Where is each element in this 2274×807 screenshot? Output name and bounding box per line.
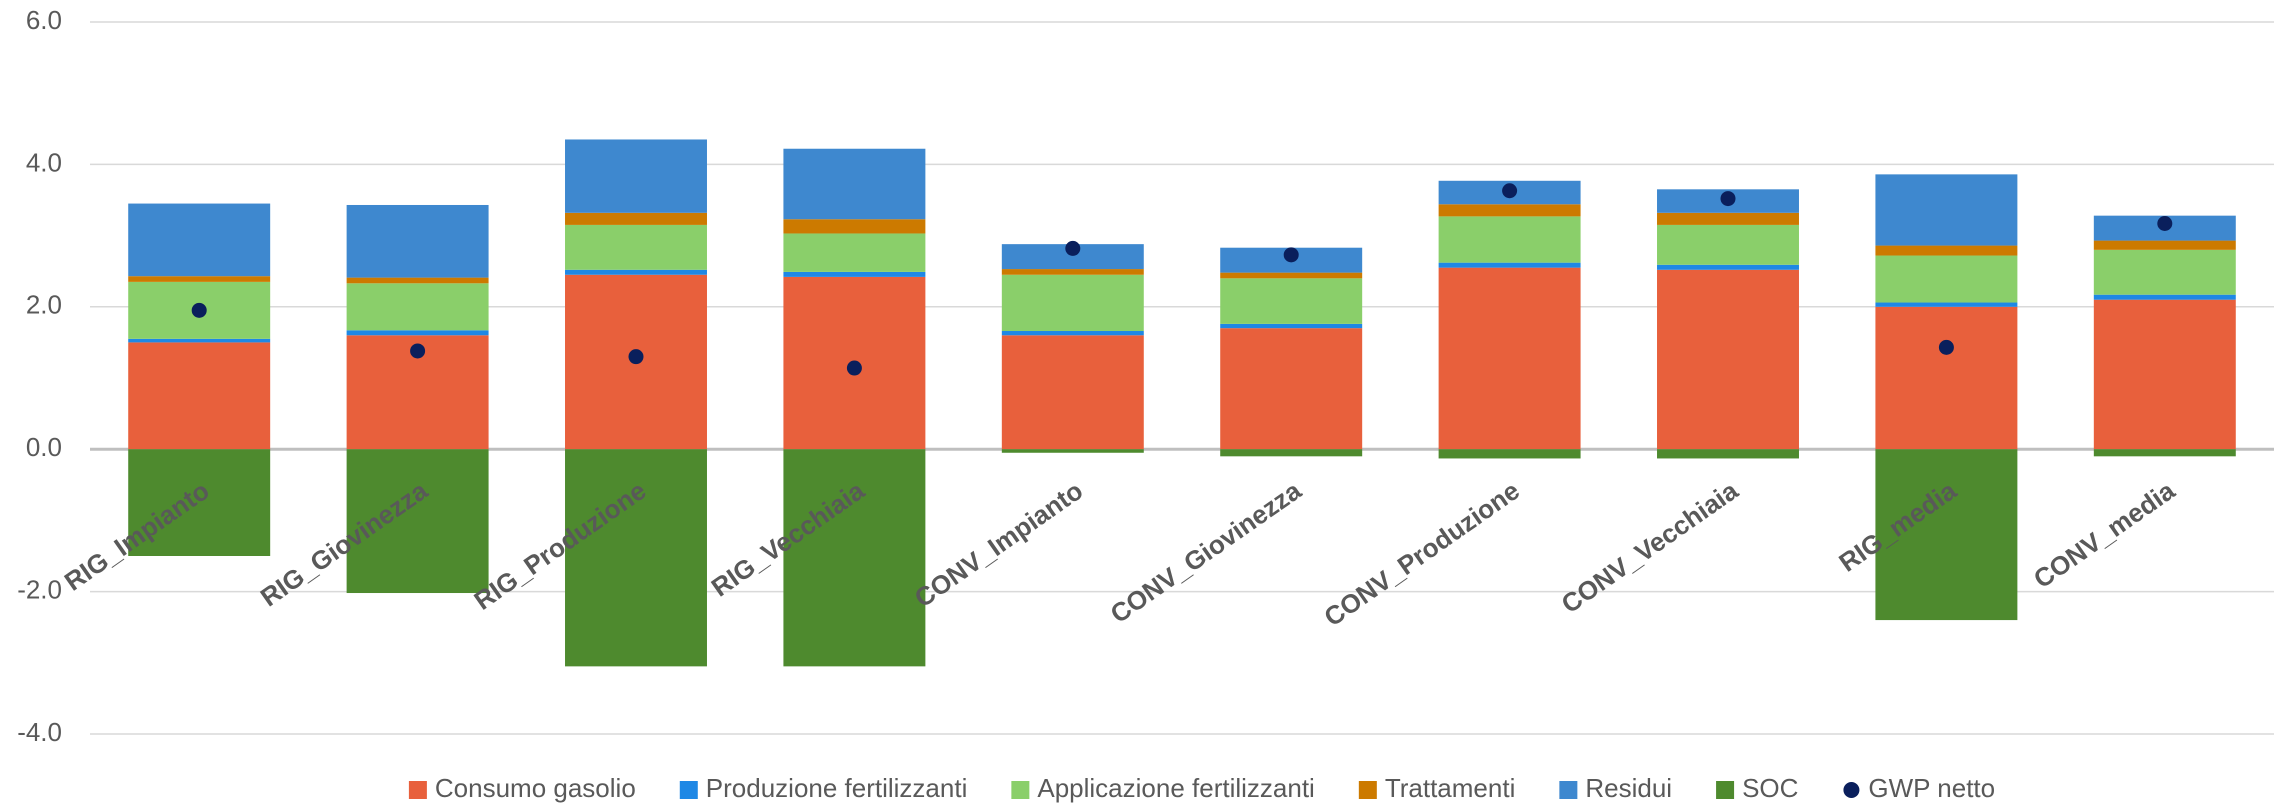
bar-segment <box>783 449 926 667</box>
dot <box>628 349 644 365</box>
bar-segment <box>1875 302 2018 307</box>
bar-segment <box>1875 449 2018 621</box>
bar-segment <box>1001 269 1144 275</box>
bar-segment <box>2093 249 2236 295</box>
legend-label: SOC <box>1742 773 1798 803</box>
bar-segment <box>1657 449 1799 459</box>
dot <box>410 343 426 359</box>
x-tick-label: CONV_Vecchiaia <box>1556 475 1744 619</box>
bar-segment <box>1657 224 1799 265</box>
bar-segment <box>1438 449 1581 459</box>
legend-marker <box>1559 781 1578 799</box>
legend-marker <box>1358 781 1377 799</box>
legend-marker <box>1716 781 1735 799</box>
legend-marker <box>679 781 698 799</box>
legend-label: Produzione fertilizzanti <box>706 773 968 803</box>
y-tick-label: 4.0 <box>26 147 62 177</box>
dot <box>1283 247 1299 263</box>
legend-label: Consumo gasolio <box>435 773 636 803</box>
bar-segment <box>1875 245 2018 256</box>
y-tick-label: 2.0 <box>26 290 62 320</box>
bar-segment <box>783 233 926 272</box>
bar-segment <box>1657 264 1799 270</box>
bar-segment <box>2093 449 2236 457</box>
bar-segment <box>2093 240 2236 250</box>
bar-segment <box>565 224 707 270</box>
legend-label: Trattamenti <box>1385 773 1516 803</box>
bar-segment <box>1875 306 2018 450</box>
x-tick-label: CONV_Giovinezza <box>1105 475 1307 629</box>
bar-segment <box>1657 269 1799 450</box>
legend-label: GWP netto <box>1868 773 1995 803</box>
bar-segment <box>2093 299 2236 450</box>
bar-segment <box>1438 204 1581 217</box>
bar-segment <box>128 338 271 343</box>
y-tick-label: 6.0 <box>26 5 62 35</box>
legend-label: Applicazione fertilizzanti <box>1037 773 1314 803</box>
dot <box>1720 191 1736 207</box>
bar-segment <box>346 283 489 331</box>
bar-segment <box>1220 323 1363 329</box>
bar-segment <box>346 277 489 284</box>
bar-segment <box>1220 328 1363 450</box>
legend-label: Residui <box>1585 773 1672 803</box>
dot <box>846 360 862 376</box>
bar-segment <box>346 204 489 278</box>
legend-marker <box>1843 782 1860 798</box>
x-tick-label: CONV_Impianto <box>909 475 1088 613</box>
bar-segment <box>783 271 926 277</box>
x-tick-label: CONV_media <box>2028 475 2181 594</box>
bar-segment <box>1875 255 2018 303</box>
legend: Consumo gasolio Produzione fertilizzanti A… <box>408 773 1995 803</box>
dot <box>1938 339 1954 355</box>
bar-segment <box>1438 267 1581 450</box>
bar-segment <box>1001 331 1144 336</box>
bar-segment <box>1001 274 1144 332</box>
bar-segment <box>1001 335 1144 450</box>
x-tick-label: CONV_Produzione <box>1318 475 1525 632</box>
bar-segment <box>346 449 489 594</box>
bar-segment <box>1220 449 1363 457</box>
dot <box>1065 240 1081 256</box>
bar-segment <box>565 212 707 225</box>
bar-segment <box>1220 278 1363 324</box>
bar-segment <box>565 269 707 275</box>
bar-segment <box>346 330 489 336</box>
legend-marker <box>1011 781 1030 799</box>
bar-segment <box>783 148 926 220</box>
bar-segment <box>128 342 271 450</box>
bar-segment <box>1220 272 1363 279</box>
bar-segment <box>1001 449 1144 453</box>
dot <box>191 302 207 318</box>
bar-segment <box>128 276 271 282</box>
bar-segment <box>565 139 707 213</box>
bar-segment <box>1875 174 2018 246</box>
y-tick-label: -4.0 <box>17 717 62 747</box>
dot <box>1502 183 1518 199</box>
y-tick-label: -2.0 <box>17 574 62 604</box>
dot <box>2157 215 2173 231</box>
bar-segment <box>1438 262 1581 268</box>
bar-segment <box>2093 294 2236 300</box>
legend-marker <box>408 781 427 799</box>
bar-segment <box>1657 212 1799 225</box>
bar-segment <box>1438 216 1581 263</box>
y-tick-label: 0.0 <box>26 432 62 462</box>
bar-segment <box>783 219 926 234</box>
bar-segment <box>128 203 271 277</box>
bar-segment <box>128 449 271 556</box>
bar-segment <box>565 449 707 667</box>
